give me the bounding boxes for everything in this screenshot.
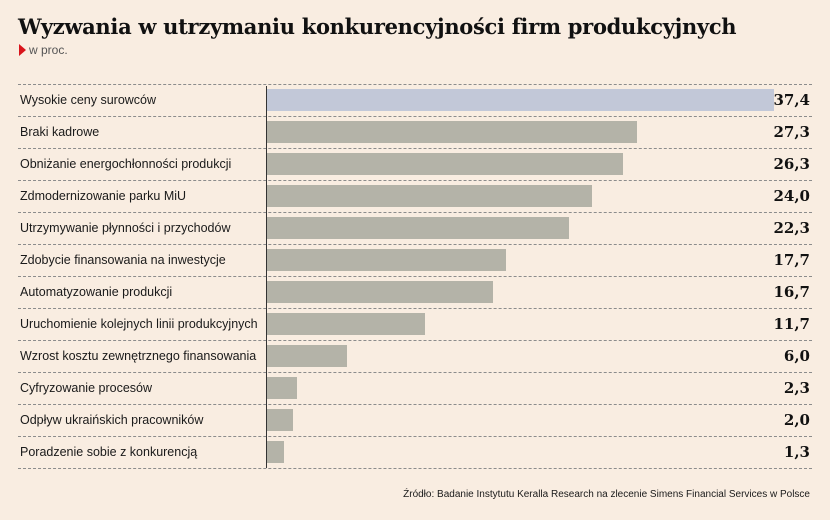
value-label: 17,7 [773,251,810,269]
category-label: Wysokie ceny surowców [20,93,157,107]
value-label: 16,7 [773,283,810,301]
row-divider [18,116,812,117]
value-label: 22,3 [773,219,810,237]
bar [266,121,637,143]
row-divider [18,308,812,309]
category-label: Poradzenie sobie z konkurencją [20,445,198,459]
row-divider [18,212,812,213]
row-divider [18,340,812,341]
category-label: Zdobycie finansowania na inwestycje [20,253,226,267]
category-label: Automatyzowanie produkcji [20,285,173,299]
row-divider [18,180,812,181]
row-divider [18,372,812,373]
row-divider [18,436,812,437]
bar [266,441,284,463]
chart-row: Obniżanie energochłonności produkcji 26,3 [18,148,812,180]
bar [266,409,294,431]
category-label: Wzrost kosztu zewnętrznego finansowania [20,349,257,363]
category-label: Odpływ ukraińskich pracowników [20,413,204,427]
category-label: Uruchomienie kolejnych linii produkcyjny… [20,317,258,331]
value-label: 11,7 [773,315,810,333]
value-label: 2,0 [783,411,810,429]
value-label: 1,3 [783,443,810,461]
chart-row: Poradzenie sobie z konkurencją 1,3 [18,436,812,468]
bar [266,153,624,175]
row-divider [18,404,812,405]
chart-row: Cyfryzowanie procesów 2,3 [18,372,812,404]
row-divider [18,84,812,85]
chart-row: Wzrost kosztu zewnętrznego finansowania 6… [18,340,812,372]
bar [266,377,298,399]
bar [266,89,774,111]
chart-subtitle: w proc. [19,43,68,57]
bar [266,249,507,271]
value-label: 2,3 [783,379,810,397]
subtitle-text: w proc. [29,43,68,57]
source-note: Źródło: Badanie Instytutu Keralla Resear… [403,489,810,500]
chart-row: Odpływ ukraińskich pracowników 2,0 [18,404,812,436]
category-label: Zdmodernizowanie parku MiU [20,189,187,203]
row-divider [18,468,812,469]
category-label: Braki kadrowe [20,125,100,139]
row-divider [18,276,812,277]
category-label: Cyfryzowanie procesów [20,381,152,395]
bar [266,345,348,367]
triangle-marker-icon [19,44,26,56]
chart-row: Zdmodernizowanie parku MiU 24,0 [18,180,812,212]
bar [266,185,592,207]
value-label: 37,4 [773,91,810,109]
bar [266,281,493,303]
value-label: 26,3 [773,155,810,173]
chart-title: Wyzwania w utrzymaniu konkurencyjności f… [18,14,737,39]
y-axis-line [266,86,267,468]
bar [266,313,425,335]
value-label: 24,0 [773,187,810,205]
row-divider [18,244,812,245]
chart-row: Zdobycie finansowania na inwestycje 17,7 [18,244,812,276]
bar [266,217,569,239]
value-label: 27,3 [773,123,810,141]
chart-row: Uruchomienie kolejnych linii produkcyjny… [18,308,812,340]
value-label: 6,0 [783,347,810,365]
chart-row: Automatyzowanie produkcji 16,7 [18,276,812,308]
chart-row: Braki kadrowe 27,3 [18,116,812,148]
chart-row: Utrzymywanie płynności i przychodów 22,3 [18,212,812,244]
category-label: Utrzymywanie płynności i przychodów [20,221,231,235]
row-divider [18,148,812,149]
chart-row: Wysokie ceny surowców 37,4 [18,84,812,116]
category-label: Obniżanie energochłonności produkcji [20,157,232,171]
